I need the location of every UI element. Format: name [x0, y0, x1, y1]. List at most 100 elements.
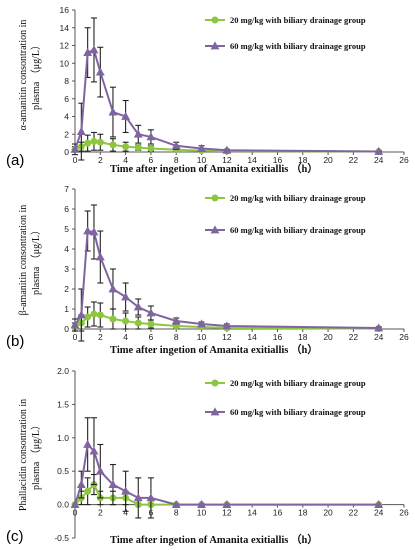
x-tick-label: 8 — [174, 508, 179, 518]
data-point — [146, 132, 156, 141]
data-point — [83, 47, 93, 56]
data-point — [171, 499, 181, 508]
panel-label: (b) — [6, 333, 24, 350]
data-point — [121, 292, 131, 301]
y-tick-label: 1.0 — [57, 433, 69, 443]
data-point — [70, 144, 80, 153]
panel-2: -0.50.00.51.01.52.0024681012141618202224… — [6, 366, 409, 546]
legend-label: 20 mg/kg with biliary drainage group — [230, 15, 366, 25]
y-axis-title-line: β-amanitin consontration in — [18, 205, 29, 316]
panel-label: (a) — [6, 152, 24, 169]
panel-label: (c) — [6, 528, 24, 545]
data-point — [84, 313, 92, 321]
data-point — [76, 479, 86, 488]
data-point — [109, 141, 117, 149]
y-tick-label: 8 — [64, 76, 69, 86]
series-line — [74, 229, 379, 329]
x-tick-label: 10 — [197, 332, 207, 342]
x-tick-label: 14 — [247, 508, 257, 518]
data-point — [147, 320, 155, 328]
y-tick-label: 0 — [64, 324, 69, 334]
y-tick-label: 6 — [64, 94, 69, 104]
x-tick-label: 18 — [298, 508, 308, 518]
x-tick-label: 0 — [73, 508, 78, 518]
y-tick-label: 14 — [60, 23, 70, 33]
data-point — [108, 284, 118, 293]
data-point — [83, 226, 93, 235]
data-point — [90, 310, 98, 318]
x-tick-label: 10 — [197, 155, 207, 165]
x-tick-label: 12 — [222, 332, 232, 342]
x-tick-label: 4 — [123, 155, 128, 165]
y-tick-label: 4 — [64, 244, 69, 254]
legend-marker — [211, 379, 219, 387]
data-point — [121, 111, 131, 120]
data-point — [222, 499, 232, 508]
legend-marker — [210, 407, 220, 416]
x-tick-label: 6 — [149, 155, 154, 165]
data-point — [374, 146, 384, 155]
y-axis-title: β-amanitin consontration in plasma （μg/L） — [18, 205, 42, 316]
legend-label: 60 mg/kg with biliary drainage group — [230, 225, 366, 235]
x-tick-label: 22 — [349, 332, 359, 342]
y-axis-title: α-amanitin consontration in plasma （μg/L） — [18, 20, 42, 131]
data-point — [96, 138, 104, 146]
x-tick-label: 2 — [98, 508, 103, 518]
data-point — [108, 479, 118, 488]
data-point — [171, 141, 181, 150]
x-tick-label: 6 — [149, 332, 154, 342]
data-point — [122, 143, 130, 151]
x-tick-label: 0 — [73, 155, 78, 165]
x-tick-label: 24 — [374, 332, 384, 342]
data-point — [374, 323, 384, 332]
data-point — [146, 308, 156, 317]
y-tick-label: 10 — [60, 58, 70, 68]
y-axis-title-line: plasma （μg/L） — [30, 40, 42, 110]
x-tick-label: 16 — [273, 332, 283, 342]
x-tick-label: 22 — [349, 508, 359, 518]
x-tick-label: 16 — [273, 155, 283, 165]
legend-marker — [210, 225, 220, 234]
x-tick-label: 2 — [98, 155, 103, 165]
x-tick-label: 2 — [98, 332, 103, 342]
x-tick-label: 10 — [197, 508, 207, 518]
data-point — [95, 67, 105, 76]
x-axis-title: Time after ingetion of Amanita exitialli… — [110, 343, 318, 356]
data-point — [84, 139, 92, 147]
x-tick-label: 18 — [298, 155, 308, 165]
legend-label: 20 mg/kg with biliary drainage group — [230, 378, 366, 388]
data-point — [134, 144, 142, 152]
y-tick-label: 0 — [64, 147, 69, 157]
y-axis-title-line: α-amanitin consontration in — [18, 20, 29, 131]
y-tick-label: 2 — [64, 284, 69, 294]
x-tick-label: 20 — [323, 332, 333, 342]
x-tick-label: 14 — [247, 332, 257, 342]
y-tick-label: 2 — [64, 129, 69, 139]
y-tick-label: 1.5 — [57, 399, 69, 409]
data-point — [96, 311, 104, 319]
y-tick-label: 5 — [64, 224, 69, 234]
y-tick-label: 0.5 — [57, 466, 69, 476]
series-1 — [70, 17, 384, 161]
y-tick-label: 4 — [64, 112, 69, 122]
series-1 — [70, 417, 384, 519]
y-tick-label: 2.0 — [57, 366, 69, 376]
legend-marker — [211, 16, 219, 24]
data-point — [133, 302, 143, 311]
y-tick-label: 6 — [64, 204, 69, 214]
x-tick-label: 0 — [73, 332, 78, 342]
x-tick-label: 8 — [174, 155, 179, 165]
x-tick-label: 18 — [298, 332, 308, 342]
data-point — [76, 126, 86, 135]
x-axis-title: Time after ingetion of Amanita exitialli… — [110, 162, 318, 175]
data-point — [374, 499, 384, 508]
y-tick-label: 1 — [64, 304, 69, 314]
legend-marker — [210, 41, 220, 50]
data-point — [109, 315, 117, 323]
data-point — [89, 227, 99, 236]
data-point — [95, 252, 105, 261]
data-point — [133, 493, 143, 502]
data-point — [197, 143, 206, 152]
